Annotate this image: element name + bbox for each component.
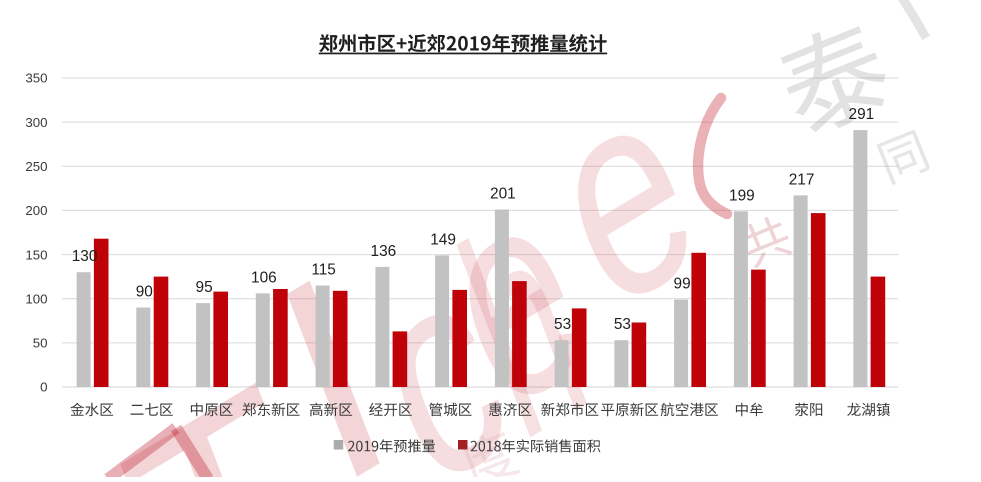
- svg-text:149: 149: [430, 231, 456, 248]
- svg-text:106: 106: [251, 269, 277, 286]
- svg-text:90: 90: [136, 284, 153, 301]
- svg-text:201: 201: [490, 186, 516, 203]
- svg-text:50: 50: [33, 336, 48, 351]
- svg-text:217: 217: [789, 171, 815, 188]
- svg-text:130: 130: [72, 248, 98, 265]
- svg-text:53: 53: [554, 316, 571, 333]
- svg-text:53: 53: [614, 316, 631, 333]
- svg-text:136: 136: [371, 243, 397, 260]
- svg-text:150: 150: [25, 247, 47, 262]
- svg-text:200: 200: [25, 203, 47, 218]
- svg-text:250: 250: [25, 159, 47, 174]
- svg-text:291: 291: [849, 106, 875, 123]
- svg-text:95: 95: [196, 279, 213, 296]
- svg-text:0: 0: [40, 380, 47, 395]
- svg-text:100: 100: [25, 291, 47, 306]
- svg-text:199: 199: [729, 187, 755, 204]
- svg-text:350: 350: [25, 71, 47, 86]
- svg-text:99: 99: [674, 276, 691, 293]
- svg-text:115: 115: [311, 262, 336, 279]
- svg-text:300: 300: [25, 115, 47, 130]
